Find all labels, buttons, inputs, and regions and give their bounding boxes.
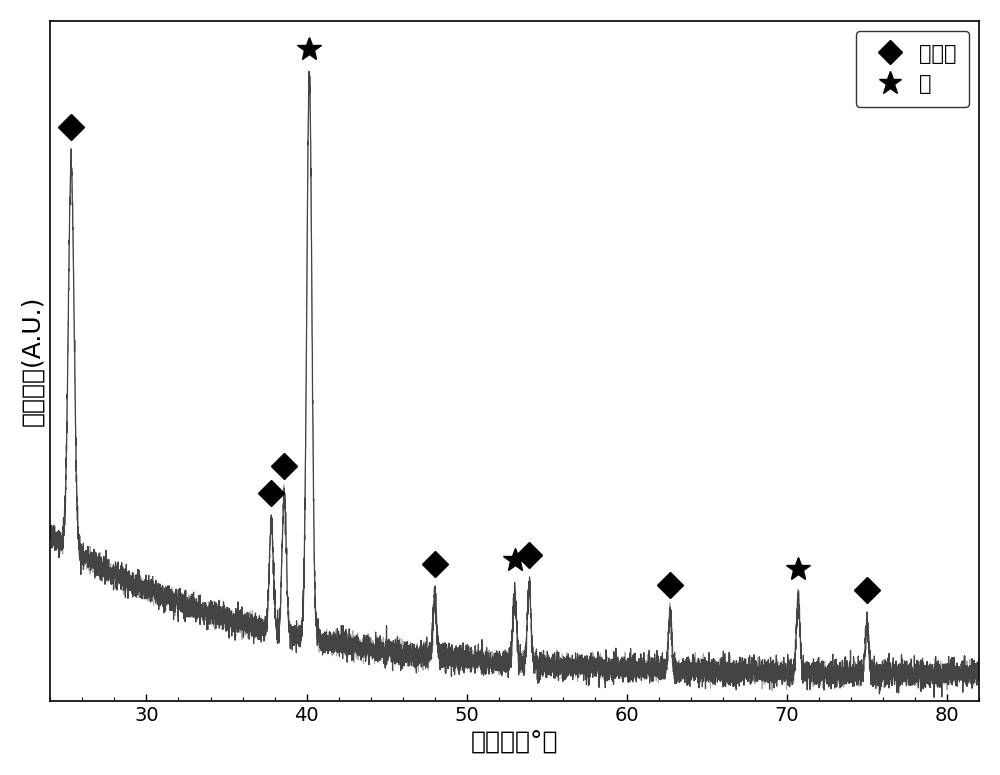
X-axis label: 衍射角（°）: 衍射角（°）	[471, 730, 559, 754]
Legend: 锐针矿, 钓: 锐针矿, 钓	[856, 31, 969, 107]
Y-axis label: 衍射强度(A.U.): 衍射强度(A.U.)	[21, 295, 45, 426]
